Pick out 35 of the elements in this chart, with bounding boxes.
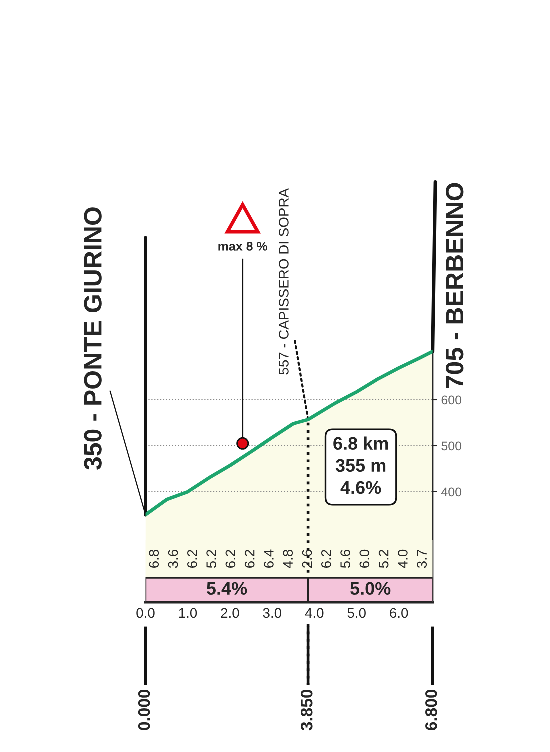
x-tick-label: 5.0 <box>348 608 366 618</box>
annotation: 705 - BERBENNO <box>446 183 464 388</box>
x2-tick-label: 3.850 <box>300 690 313 731</box>
annotation: 6.2 <box>226 550 236 568</box>
x-tick-label: 0.0 <box>136 608 155 618</box>
annotation: 5.2 <box>206 550 216 568</box>
x-tick-label: 4.0 <box>305 608 324 618</box>
x2-tick-label: 6.800 <box>426 690 438 730</box>
x-tick-label: 3.0 <box>263 608 282 618</box>
annotation: 6.4 <box>264 550 274 568</box>
annotation: 5.2 <box>378 550 389 568</box>
annotation: max 8 % <box>218 242 268 251</box>
annotation: 6.0 <box>360 550 370 568</box>
annotation: 4.8 <box>283 550 294 568</box>
annotation: 557 - CAPISSERO DI SOPRA <box>279 188 289 375</box>
y-tick-label: 600 <box>442 396 462 405</box>
x-tick-label: 6.0 <box>390 608 408 618</box>
x-tick-label: 2.0 <box>221 608 240 618</box>
annotation: 350 - PONTE GIURINO <box>84 208 102 470</box>
annotation: 3.6 <box>168 550 178 568</box>
annotation: 6.2 <box>187 550 198 568</box>
band-label: 5.0% <box>350 582 391 596</box>
annotation: 6.2 <box>244 550 255 568</box>
annotation: 6.2 <box>321 550 332 568</box>
y-tick-label: 500 <box>442 442 462 451</box>
annotation: 6.8 <box>149 550 160 568</box>
annotation: 3.7 <box>417 550 428 568</box>
annotation: 6.8 km 355 m 4.6% <box>334 436 388 494</box>
x-tick-label: 1.0 <box>179 608 198 618</box>
annotation: 4.0 <box>398 550 408 568</box>
annotation: 2.6 <box>302 550 312 568</box>
x2-tick-label: 0.000 <box>138 690 150 730</box>
y-tick-label: 400 <box>441 488 462 497</box>
band-label: 5.4% <box>207 582 248 596</box>
annotation: 5.6 <box>340 550 350 568</box>
